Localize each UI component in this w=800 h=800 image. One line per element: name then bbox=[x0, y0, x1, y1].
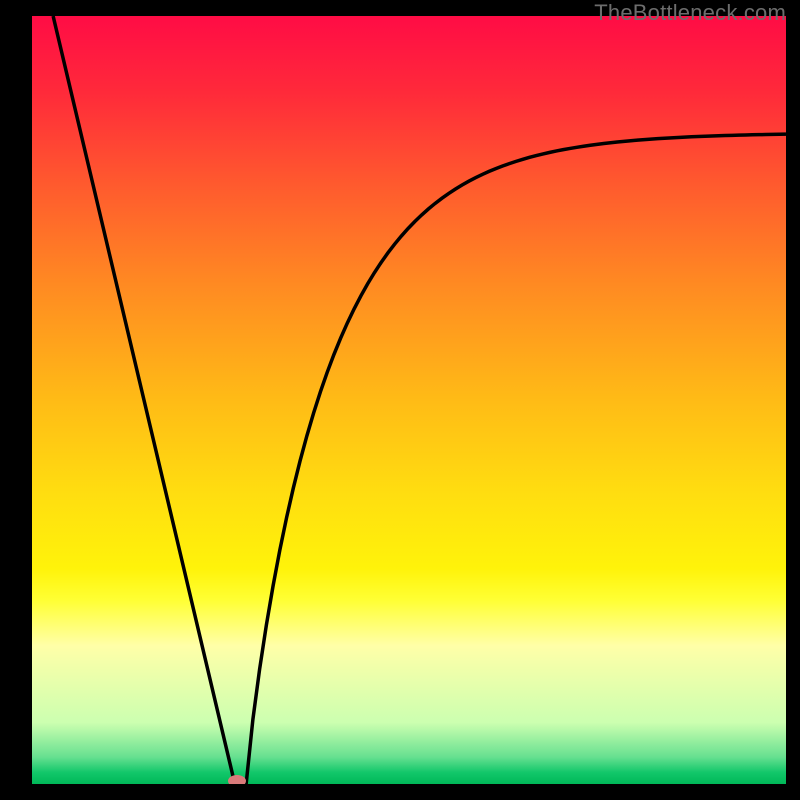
watermark-text: TheBottleneck.com bbox=[594, 0, 786, 26]
chart-container: TheBottleneck.com bbox=[0, 0, 800, 800]
plot-area bbox=[32, 16, 786, 784]
curve-layer bbox=[32, 16, 786, 784]
optimum-marker bbox=[228, 775, 246, 784]
bottleneck-curve bbox=[53, 16, 786, 784]
